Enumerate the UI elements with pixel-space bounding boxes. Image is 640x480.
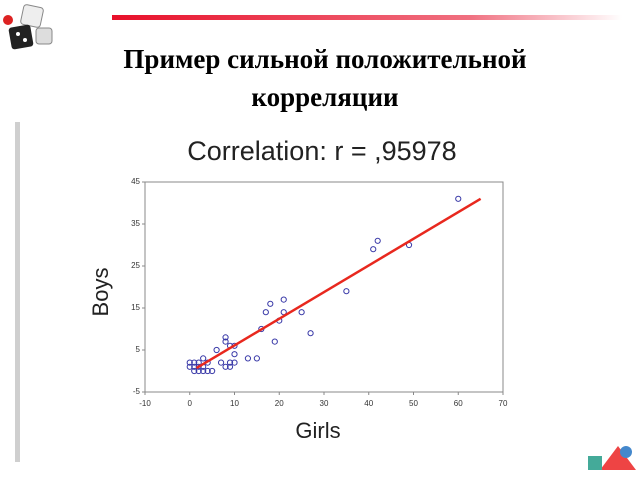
side-bar	[15, 122, 20, 462]
x-tick-label: 0	[188, 399, 193, 408]
x-tick-label: 60	[454, 399, 463, 408]
y-tick-label: -5	[133, 387, 141, 396]
y-tick-label: 15	[131, 303, 140, 312]
scatter-point	[244, 355, 252, 362]
header-rule	[112, 15, 622, 20]
scatter-point	[280, 296, 287, 303]
scatter-point	[222, 363, 229, 370]
y-tick-label: 45	[131, 177, 140, 186]
fit-line	[195, 197, 482, 370]
x-tick-label: 10	[230, 399, 239, 408]
scatter-point	[186, 359, 193, 366]
scatter-point	[222, 334, 229, 341]
scatter-point	[191, 359, 198, 366]
scatter-point	[186, 363, 193, 370]
dice-icon	[3, 4, 53, 50]
scatter-point	[200, 367, 207, 375]
scatter-point	[455, 195, 462, 202]
chart-title: Correlation: r = ,95978	[187, 136, 456, 166]
y-tick-label: 35	[131, 219, 140, 228]
scatter-point	[370, 246, 377, 253]
scatter-point	[298, 309, 305, 316]
scatter-point	[209, 367, 216, 375]
y-tick-label: 5	[136, 345, 141, 354]
scatter-point	[271, 338, 278, 345]
scatter-point	[217, 359, 225, 366]
scatter-point	[195, 367, 202, 375]
scatter-point	[267, 300, 274, 307]
scatter-point	[226, 359, 234, 366]
scatter-point	[307, 330, 314, 337]
scatter-point	[191, 367, 198, 375]
x-tick-label: 30	[320, 399, 329, 408]
scatter-point	[213, 346, 220, 354]
scatter-point	[195, 363, 202, 370]
x-tick-label: 40	[364, 399, 373, 408]
slide-title: Пример сильной положительной	[123, 44, 526, 74]
y-tick-label: 25	[131, 261, 140, 270]
x-axis-label: Girls	[295, 418, 340, 443]
y-axis-label: Boys	[88, 268, 113, 317]
x-tick-label: 70	[499, 399, 508, 408]
scatter-point	[231, 359, 238, 366]
scatter-point	[343, 288, 350, 295]
x-tick-label: 50	[409, 399, 418, 408]
scatter-point	[262, 309, 269, 316]
scatter-point	[200, 355, 207, 362]
corner-icon	[588, 446, 636, 470]
scatter-point	[195, 359, 202, 366]
scatter-point	[222, 338, 229, 345]
scatter-point	[374, 237, 381, 244]
x-tick-label: -10	[139, 399, 151, 408]
scatter-point	[204, 367, 211, 375]
slide-title: корреляции	[251, 82, 398, 112]
x-tick-label: 20	[275, 399, 284, 408]
scatter-point	[231, 351, 238, 358]
scatter-point	[226, 363, 234, 370]
scatter-point	[253, 355, 260, 362]
